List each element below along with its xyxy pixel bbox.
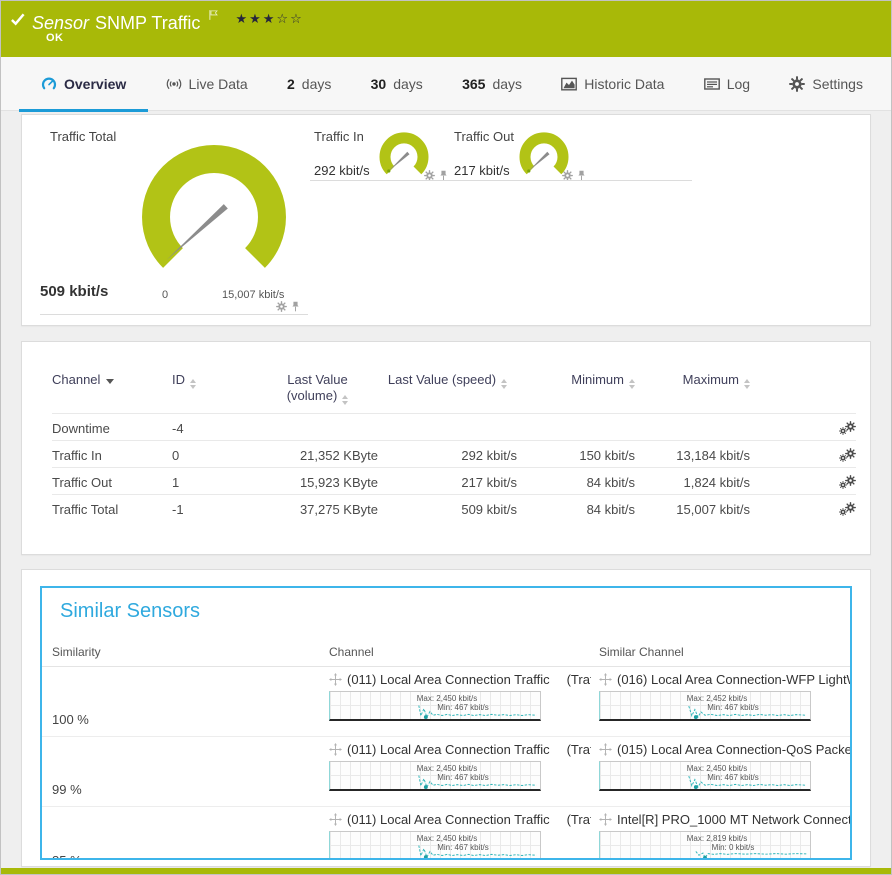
log-icon: [704, 76, 720, 92]
divider: [450, 180, 692, 181]
similarity-value: 85 %: [52, 853, 329, 858]
channel-settings-icon[interactable]: [820, 440, 856, 467]
similar-sensor-row: 100 % (011) Local Area Connection Traffi…: [42, 667, 850, 737]
similar-sensors-box: Similar Sensors Similarity Channel Simil…: [40, 586, 852, 860]
tab-overview[interactable]: Overview: [18, 76, 149, 112]
similar-sensors-header: Similarity Channel Similar Channel: [42, 623, 850, 667]
similar-sensors-title: Similar Sensors: [60, 600, 201, 622]
gauge-scale-min: 0: [162, 289, 169, 301]
col-header-similar-channel: Similar Channel: [599, 645, 684, 659]
sort-icon: [342, 395, 349, 405]
move-icon[interactable]: [599, 813, 612, 826]
traffic-total-gauge: [119, 131, 309, 301]
col-header-minimum[interactable]: Minimum: [517, 372, 635, 413]
gear-icon[interactable]: [276, 301, 287, 312]
col-header-channel[interactable]: Channel: [52, 372, 172, 413]
channel-link[interactable]: (011) Local Area Connection Traffic: [347, 742, 550, 757]
status-badge: OK: [46, 32, 64, 44]
gauge-in-value: 292 kbit/s: [314, 163, 370, 178]
col-header-id[interactable]: ID: [172, 372, 257, 413]
col-header-maximum[interactable]: Maximum: [635, 372, 750, 413]
sort-icon: [190, 379, 196, 389]
move-icon[interactable]: [599, 743, 612, 756]
page-title: Sensor SNMP Traffic ★★★☆☆: [32, 8, 304, 34]
channel-link[interactable]: (011) Local Area Connection Traffic: [347, 672, 550, 687]
similar-channel-minigraph[interactable]: Max: 2,450 kbit/s Min: 467 kbit/s: [599, 761, 811, 791]
tab-settings[interactable]: Settings: [789, 76, 863, 92]
channel-name[interactable]: Downtime: [52, 413, 172, 440]
channel-id: -4: [172, 413, 257, 440]
channel-name[interactable]: Traffic Total: [52, 494, 172, 521]
tab-historic-data[interactable]: Historic Data: [561, 76, 664, 92]
status-check-icon: [10, 12, 26, 27]
similar-channel-minigraph[interactable]: Max: 2,819 kbit/s Min: 0 kbit/s: [599, 831, 811, 858]
channel-settings-icon[interactable]: [820, 413, 856, 440]
channel-table-panel: Channel ID Last Value (volume) Last Value…: [21, 341, 871, 555]
col-header-similarity: Similarity: [52, 645, 101, 659]
channel-settings-icon[interactable]: [820, 494, 856, 521]
col-header-volume[interactable]: Last Value (volume): [286, 372, 349, 405]
similar-channel-minigraph[interactable]: Max: 2,452 kbit/s Min: 467 kbit/s: [599, 691, 811, 721]
channel-name[interactable]: Traffic In: [52, 440, 172, 467]
move-icon[interactable]: [329, 813, 342, 826]
channel-id: -1: [172, 494, 257, 521]
tab-30-days[interactable]: 30 days: [370, 75, 423, 92]
sort-desc-icon: [106, 379, 115, 384]
tab-365-days[interactable]: 365 days: [462, 75, 523, 92]
col-header-channel: Channel: [329, 645, 374, 659]
channel-minigraph[interactable]: Max: 2,450 kbit/s Min: 467 kbit/s: [329, 831, 541, 858]
similar-channel-link[interactable]: (016) Local Area Connection-WFP LightWei…: [617, 672, 850, 687]
move-icon[interactable]: [599, 673, 612, 686]
channel-table: Channel ID Last Value (volume) Last Value…: [22, 342, 870, 521]
move-icon[interactable]: [329, 673, 342, 686]
sensor-header: Sensor SNMP Traffic ★★★☆☆ OK: [1, 1, 891, 57]
similarity-value: 99 %: [52, 782, 82, 797]
sensor-kind-label: Sensor: [32, 13, 90, 33]
move-icon[interactable]: [329, 743, 342, 756]
gauge-total-actions: [276, 301, 301, 312]
channel-minigraph[interactable]: Max: 2,450 kbit/s Min: 467 kbit/s: [329, 761, 541, 791]
tab-log[interactable]: Log: [704, 76, 750, 92]
pin-icon[interactable]: [290, 301, 301, 312]
channel-name[interactable]: Traffic Out: [52, 467, 172, 494]
gauge-scale-max: 15,007 kbit/s: [222, 289, 285, 301]
gear-icon: [789, 76, 805, 92]
gauge-total-value: 509 kbit/s: [40, 283, 109, 300]
similar-sensor-row: 85 % (011) Local Area Connection Traffic…: [42, 807, 850, 858]
col-header-speed[interactable]: Last Value (speed): [378, 372, 517, 413]
live-icon: [166, 76, 182, 92]
sensor-title: SNMP Traffic: [95, 13, 201, 33]
channel-minigraph[interactable]: Max: 2,450 kbit/s Min: 467 kbit/s: [329, 691, 541, 721]
flag-icon[interactable]: [208, 8, 220, 22]
gauge-total-label: Traffic Total: [50, 129, 117, 144]
sort-icon: [744, 379, 750, 389]
tab-live-data[interactable]: Live Data: [166, 76, 248, 92]
gauge-out-label: Traffic Out: [454, 129, 514, 144]
divider: [40, 314, 308, 315]
chart-icon: [561, 76, 577, 92]
footer-accent-bar: [1, 868, 891, 874]
tab-2-days[interactable]: 2 days: [286, 75, 332, 92]
sort-icon: [629, 379, 635, 389]
similarity-value: 100 %: [52, 712, 89, 727]
channel-id: 1: [172, 467, 257, 494]
similar-sensors-panel: Similar Sensors Similarity Channel Simil…: [21, 569, 871, 867]
priority-stars[interactable]: ★★★☆☆: [235, 12, 304, 27]
gauges-panel: Traffic Total 509 kbit/s 0 15,007 kbit/s…: [21, 114, 871, 326]
gauge-in-label: Traffic In: [314, 129, 364, 144]
similar-channel-link[interactable]: (015) Local Area Connection-QoS Packet S…: [617, 742, 850, 757]
channel-id: 0: [172, 440, 257, 467]
gauge-icon: [41, 76, 57, 92]
divider: [310, 180, 577, 181]
channel-settings-icon[interactable]: [820, 467, 856, 494]
gauge-out-value: 217 kbit/s: [454, 163, 510, 178]
sort-icon: [501, 379, 508, 389]
tab-bar: Overview Live Data 2 days 30 days 365 days …: [1, 57, 891, 112]
similar-sensor-row: 99 % (011) Local Area Connection Traffic…: [42, 737, 850, 807]
similar-channel-link[interactable]: Intel[R] PRO_1000 MT Network Connection: [617, 812, 850, 827]
channel-link[interactable]: (011) Local Area Connection Traffic: [347, 812, 550, 827]
